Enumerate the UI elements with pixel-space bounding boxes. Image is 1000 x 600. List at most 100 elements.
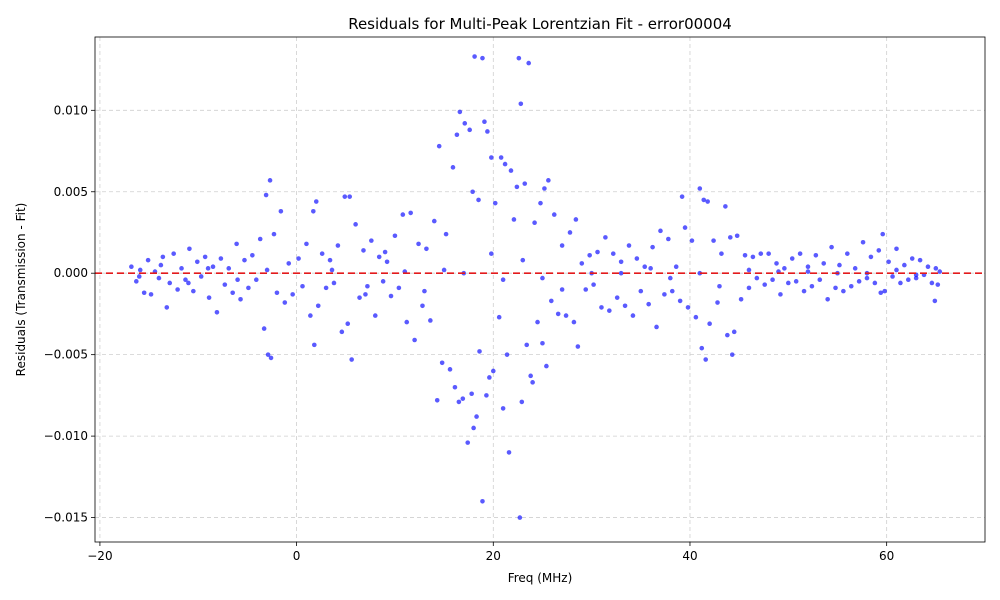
data-point — [705, 199, 710, 204]
data-point — [490, 368, 496, 374]
data-point — [342, 194, 348, 199]
data-point — [198, 274, 204, 279]
data-point — [471, 425, 476, 431]
data-point — [205, 266, 211, 271]
data-point — [484, 393, 489, 398]
data-point — [424, 246, 429, 252]
data-point — [388, 293, 394, 299]
data-point — [860, 239, 866, 245]
data-point — [516, 55, 522, 61]
x-tick-label: 0 — [293, 549, 301, 563]
data-point — [329, 267, 335, 273]
y-tick-label: −0.005 — [44, 348, 88, 362]
data-point — [263, 192, 269, 198]
data-point — [175, 287, 180, 292]
data-point — [477, 349, 482, 354]
data-point — [833, 285, 838, 291]
data-point — [420, 303, 425, 309]
data-point — [431, 218, 437, 224]
data-point — [778, 292, 783, 297]
data-point — [603, 235, 608, 240]
data-point — [786, 280, 791, 286]
data-point — [880, 231, 886, 237]
data-point — [750, 254, 756, 260]
data-point — [416, 241, 421, 247]
data-point — [856, 279, 862, 284]
data-point — [878, 290, 884, 296]
data-point — [864, 275, 870, 281]
x-tick-label: −20 — [87, 549, 112, 563]
data-point — [308, 313, 313, 318]
data-point — [331, 280, 337, 286]
data-point — [890, 274, 895, 279]
data-point — [729, 352, 735, 357]
x-axis-label: Freq (MHz) — [508, 571, 573, 585]
data-point — [160, 254, 166, 260]
data-point — [187, 246, 192, 252]
data-point — [396, 285, 402, 291]
data-point — [167, 280, 173, 286]
data-point — [905, 277, 911, 283]
data-point — [462, 121, 468, 126]
data-point — [530, 380, 535, 385]
data-point — [137, 267, 143, 273]
data-point — [894, 246, 899, 252]
data-point — [559, 287, 565, 292]
data-point — [746, 285, 752, 291]
data-point — [876, 248, 882, 253]
data-point — [339, 329, 345, 335]
data-point — [852, 266, 858, 271]
data-point — [372, 313, 378, 318]
data-point — [474, 414, 479, 419]
data-point — [222, 282, 228, 287]
data-point — [145, 257, 151, 263]
data-point — [183, 277, 188, 283]
data-point — [412, 337, 417, 343]
data-point — [738, 296, 744, 302]
data-point — [731, 329, 737, 335]
data-point — [506, 450, 512, 455]
data-point — [422, 288, 427, 294]
data-point — [148, 292, 154, 297]
data-point — [218, 256, 224, 261]
data-point — [825, 296, 830, 302]
data-point — [487, 375, 492, 380]
data-point — [454, 132, 460, 138]
data-point — [646, 301, 651, 307]
data-point — [274, 290, 280, 296]
data-point — [630, 313, 636, 318]
data-point — [689, 238, 695, 243]
data-point — [703, 357, 709, 362]
data-point — [524, 342, 530, 348]
data-point — [673, 264, 679, 269]
data-point — [725, 332, 730, 338]
data-point — [746, 267, 752, 273]
data-point — [498, 155, 504, 160]
data-point — [392, 233, 398, 239]
data-point — [492, 200, 498, 206]
y-tick-label: 0.010 — [54, 103, 88, 117]
data-point — [809, 283, 815, 289]
x-tick-label: 40 — [682, 549, 697, 563]
data-point — [762, 282, 768, 287]
data-point — [845, 251, 850, 256]
data-point — [642, 264, 648, 269]
data-point — [335, 243, 341, 248]
data-point — [789, 256, 795, 261]
data-point — [271, 231, 277, 237]
data-point — [315, 303, 321, 309]
data-point — [171, 251, 176, 256]
data-point — [685, 305, 691, 310]
data-point — [286, 261, 292, 266]
data-point — [669, 288, 675, 294]
data-point — [191, 288, 196, 294]
data-point — [837, 262, 842, 268]
data-point — [129, 264, 134, 269]
data-point — [571, 319, 577, 325]
y-tick-label: −0.015 — [44, 511, 88, 525]
data-point — [522, 181, 528, 186]
data-point — [898, 280, 903, 286]
data-point — [677, 298, 683, 304]
data-point — [361, 248, 366, 253]
data-point — [638, 288, 644, 294]
